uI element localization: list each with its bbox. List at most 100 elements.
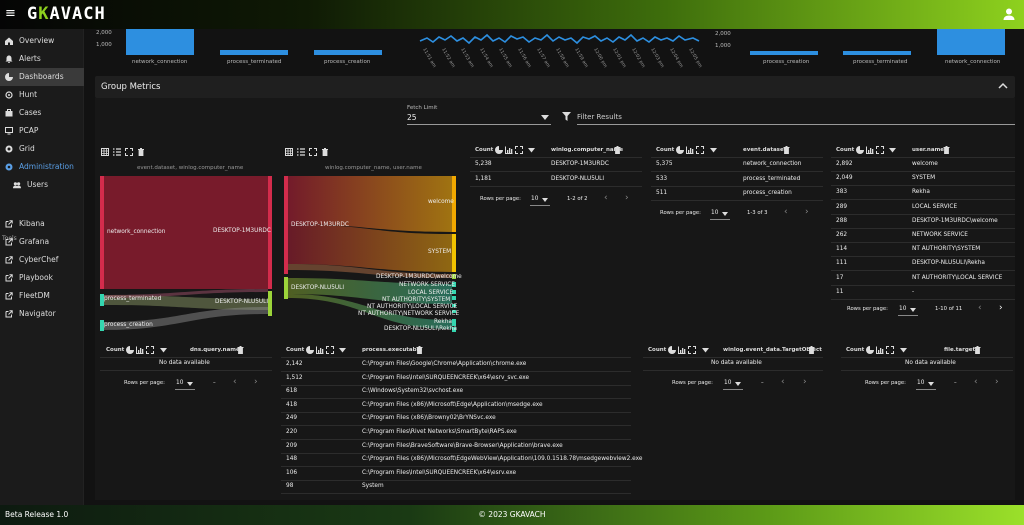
caret-down-icon[interactable] — [339, 348, 346, 353]
prev-page-button[interactable]: ‹ — [604, 193, 608, 203]
rows-per-page-select[interactable]: 10 — [176, 380, 184, 386]
bar-chart-icon[interactable] — [505, 146, 513, 154]
list-icon[interactable] — [113, 148, 121, 156]
delete-icon[interactable] — [416, 346, 423, 354]
table-row-value[interactable]: C:\Program Files\Google\Chrome\Applicati… — [362, 361, 527, 367]
table-row-value[interactable]: process_terminated — [743, 176, 801, 182]
fullscreen-icon[interactable] — [326, 346, 334, 354]
sidebar-item-pcap[interactable]: PCAP — [0, 122, 84, 140]
table-row-value[interactable]: C:\Windows\System32\svchost.exe — [362, 388, 464, 395]
menu-icon[interactable]: ≡ — [5, 6, 16, 21]
delete-icon[interactable] — [321, 148, 329, 156]
sidebar-item-dashboards[interactable]: Dashboards — [0, 68, 84, 86]
delete-icon[interactable] — [943, 146, 950, 154]
next-page-button[interactable]: › — [995, 377, 999, 387]
count-column-header[interactable]: Count — [106, 347, 125, 353]
caret-down-icon[interactable] — [702, 348, 709, 353]
caret-down-icon[interactable] — [928, 382, 934, 386]
bar-chart-icon[interactable] — [136, 346, 144, 354]
prev-page-button[interactable]: ‹ — [784, 207, 788, 217]
field-column-header[interactable]: process.executable — [362, 347, 423, 353]
account-icon[interactable] — [1002, 7, 1016, 21]
sidebar-item-playbook[interactable]: Playbook — [0, 269, 84, 287]
field-column-header[interactable]: user.name — [912, 147, 945, 153]
next-page-button[interactable]: › — [999, 303, 1003, 313]
delete-icon[interactable] — [237, 346, 244, 354]
sidebar-item-grafana[interactable]: Grafana — [0, 233, 84, 251]
table-row-value[interactable]: NETWORK SERVICE — [912, 232, 968, 238]
sidebar-item-grid[interactable]: Grid — [0, 140, 84, 158]
fullscreen-icon[interactable] — [146, 346, 154, 354]
bar-process-creation[interactable] — [750, 51, 818, 55]
table-row-value[interactable]: DESKTOP-NLU5ULI\Rekha — [912, 260, 985, 267]
caret-down-icon[interactable] — [160, 348, 167, 353]
table-icon[interactable] — [285, 148, 293, 156]
fullscreen-icon[interactable] — [886, 346, 894, 354]
bar-chart-icon[interactable] — [316, 346, 324, 354]
table-row-value[interactable]: DESKTOP-NLU5ULI — [551, 176, 605, 182]
delete-icon[interactable] — [137, 148, 145, 156]
next-page-button[interactable]: › — [254, 377, 258, 387]
table-row-value[interactable]: C:\Program Files\Intel\SURQUEENCREEK\x64… — [362, 469, 517, 476]
bar-chart-icon[interactable] — [866, 146, 874, 154]
field-column-header[interactable]: dns.query.name — [190, 347, 240, 353]
table-row-value[interactable]: C:\Program Files\Intel\SURQUEENCREEK\x64… — [362, 374, 530, 381]
next-page-button[interactable]: › — [803, 377, 807, 387]
count-column-header[interactable]: Count — [475, 147, 494, 153]
caret-down-icon[interactable] — [710, 148, 717, 153]
table-row-value[interactable]: System — [362, 483, 384, 490]
bar-chart-icon[interactable] — [678, 346, 686, 354]
sidebar-item-cyberchef[interactable]: CyberChef — [0, 251, 84, 269]
bar-process-terminated[interactable] — [220, 50, 288, 55]
table-row-value[interactable]: welcome — [912, 161, 938, 167]
caret-down-icon[interactable] — [900, 348, 907, 353]
pie-chart-icon[interactable] — [126, 346, 134, 354]
sidebar-item-cases[interactable]: Cases — [0, 104, 84, 122]
table-row-value[interactable]: network_connection — [743, 161, 802, 167]
pie-chart-icon[interactable] — [495, 146, 503, 154]
table-row-value[interactable]: C:\Program Files (x86)\Browny02\BrYNSvc.… — [362, 415, 496, 422]
fullscreen-icon[interactable] — [125, 148, 133, 156]
field-column-header[interactable]: winlog.computer_name — [551, 147, 624, 153]
sidebar-item-fleetdm[interactable]: FleetDM — [0, 287, 84, 305]
bar-process-terminated[interactable] — [843, 51, 911, 55]
prev-page-button[interactable]: ‹ — [978, 303, 982, 313]
count-column-header[interactable]: Count — [648, 347, 667, 353]
count-column-header[interactable]: Count — [846, 347, 865, 353]
table-row-value[interactable]: NT AUTHORITY\SYSTEM — [912, 246, 981, 253]
sidebar-item-kibana[interactable]: Kibana — [0, 215, 84, 233]
fullscreen-icon[interactable] — [688, 346, 696, 354]
pie-chart-icon[interactable] — [856, 146, 864, 154]
pie-chart-icon[interactable] — [866, 346, 874, 354]
delete-icon[interactable] — [614, 146, 621, 154]
bar-network-connection[interactable] — [126, 29, 194, 55]
group-metrics-header[interactable]: Group Metrics — [95, 76, 1015, 98]
sidebar-item-alerts[interactable]: Alerts — [0, 50, 84, 68]
table-row-value[interactable]: LOCAL SERVICE — [912, 203, 958, 210]
table-row-value[interactable]: process_creation — [743, 190, 792, 196]
table-row-value[interactable]: DESKTOP-1M3URDC — [551, 161, 609, 167]
rows-per-page-select[interactable]: 10 — [531, 196, 539, 202]
table-row-value[interactable]: SYSTEM — [912, 175, 936, 182]
sidebar-item-users[interactable]: Users — [0, 176, 84, 194]
caret-down-icon[interactable] — [542, 198, 548, 202]
table-row-value[interactable]: C:\Program Files (x86)\Microsoft\Edge\Ap… — [362, 401, 543, 408]
list-icon[interactable] — [297, 148, 305, 156]
rows-per-page-select[interactable]: 10 — [724, 380, 732, 386]
caret-down-icon[interactable] — [735, 382, 741, 386]
fullscreen-icon[interactable] — [876, 146, 884, 154]
chevron-up-icon[interactable] — [998, 82, 1008, 90]
bar-network-connection[interactable] — [937, 29, 1005, 55]
caret-down-icon[interactable] — [187, 382, 193, 386]
count-column-header[interactable]: Count — [836, 147, 855, 153]
table-row-value[interactable]: - — [912, 288, 915, 295]
field-column-header[interactable]: file.target — [944, 347, 976, 353]
sidebar-item-navigator[interactable]: Navigator — [0, 305, 84, 323]
caret-down-icon[interactable] — [528, 148, 535, 153]
filter-results-input[interactable]: Filter Results — [577, 113, 622, 121]
pie-chart-icon[interactable] — [676, 146, 684, 154]
count-column-header[interactable]: Count — [656, 147, 675, 153]
bar-chart-icon[interactable] — [686, 146, 694, 154]
next-page-button[interactable]: › — [805, 207, 809, 217]
bar-process-creation[interactable] — [314, 50, 382, 55]
